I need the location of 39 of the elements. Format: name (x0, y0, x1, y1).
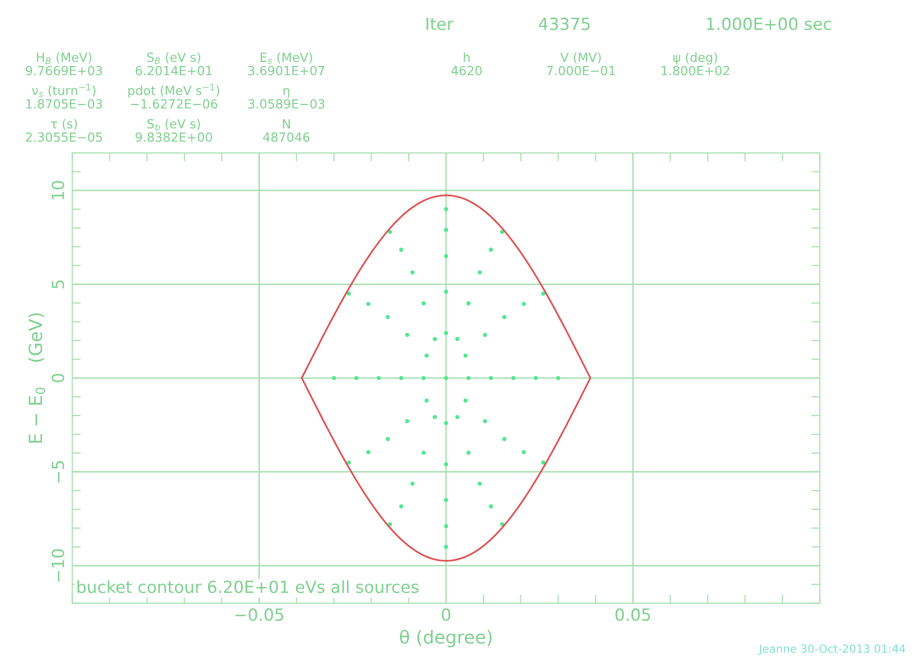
x-tick-label: 0.05 (615, 608, 650, 621)
text: −1.6272E−06 (130, 99, 218, 109)
y-tick-label: 5 (52, 280, 64, 288)
text: Jeanne 30-Oct-2013 01:44 (758, 644, 906, 655)
text: N (282, 119, 290, 128)
x-tick-label: −0.05 (235, 608, 284, 621)
text: S$_{b}$ (eV s) (147, 118, 200, 131)
text: 1.800E+02 (662, 66, 730, 76)
text: H$_{B}$ (MeV) (36, 52, 92, 64)
y-tick-label: 10 (52, 180, 64, 200)
text: ψ (deg) (673, 52, 718, 64)
y-tick-label: −10 (52, 549, 64, 582)
text: 487046 (263, 132, 310, 142)
y-tick-label: −5 (52, 461, 64, 482)
text: 1.8705E−03 (26, 99, 102, 109)
text: pdot (MeV s$^{−1}$) (128, 84, 220, 98)
text: 43375 (538, 18, 590, 30)
text: ν$_{s}$ (turn$^{−1}$) (32, 84, 96, 98)
text: 9.7669E+03 (26, 66, 102, 76)
y-tick-label: 0 (52, 374, 64, 382)
text: 3.0589E−03 (248, 99, 324, 109)
text: h (464, 52, 470, 62)
text: 2.3055E−05 (26, 132, 102, 142)
text: 1.000E+00 sec (707, 18, 831, 30)
text: η (284, 88, 290, 98)
text: 4620 (451, 66, 482, 76)
text: 3.6901E+07 (248, 66, 324, 76)
text: E − E$_{0}$ (GeV) (28, 313, 46, 443)
text: V (MV) (560, 52, 601, 64)
text: Iter (426, 18, 454, 30)
text: 7.000E−01 (547, 66, 615, 76)
text: E$_{s}$ (MeV) (260, 52, 312, 64)
text: S$_{B}$ (eV s) (147, 52, 200, 64)
annotation: bucket contour 6.20E+01 eVs all sources (78, 580, 419, 594)
x-axis-title: θ (degree) (400, 630, 492, 648)
text: τ (s) (50, 118, 77, 130)
text: 6.2014E+01 (136, 66, 212, 76)
x-tick-label: 0 (442, 608, 450, 621)
text: 9.8382E+00 (136, 132, 212, 142)
